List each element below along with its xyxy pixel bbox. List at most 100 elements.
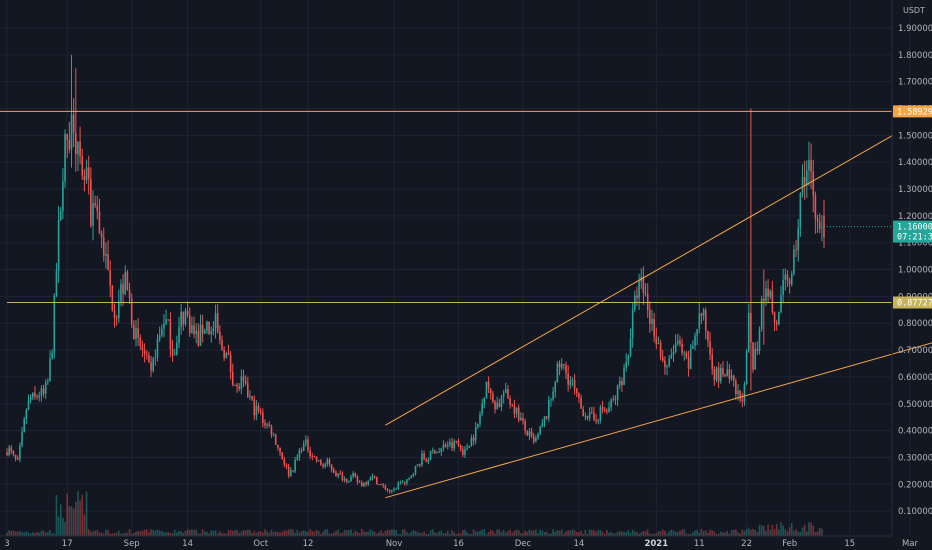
countdown-label: 07:21:38 bbox=[897, 233, 932, 243]
volume-bar bbox=[440, 530, 443, 536]
volume-bar bbox=[502, 529, 505, 536]
volume-bar bbox=[778, 529, 780, 536]
candle-body bbox=[363, 482, 365, 486]
volume-bar bbox=[72, 508, 75, 536]
candle-body bbox=[47, 380, 49, 383]
price-axis[interactable]: USDT 1.900000001.800000001.700000001.600… bbox=[891, 0, 932, 536]
candle-body bbox=[70, 114, 73, 150]
volume-bar bbox=[107, 530, 109, 536]
candle-body bbox=[249, 396, 251, 397]
volume-bar bbox=[681, 529, 683, 536]
candle-body bbox=[322, 464, 324, 467]
volume-bar bbox=[62, 517, 64, 536]
y-tick-label: 1.40000000 bbox=[898, 158, 932, 168]
volume-bar bbox=[545, 531, 548, 536]
candle-body bbox=[81, 156, 84, 176]
candle-body bbox=[309, 450, 311, 457]
volume-bar bbox=[49, 529, 51, 536]
candle-body bbox=[369, 478, 372, 481]
volume-bar bbox=[481, 529, 483, 536]
candle-body bbox=[758, 328, 761, 351]
volume-bar bbox=[582, 533, 584, 536]
candle-body bbox=[214, 313, 217, 329]
volume-bar bbox=[199, 533, 202, 536]
volume-bar bbox=[363, 531, 365, 536]
trend-line[interactable] bbox=[385, 134, 894, 426]
volume-bar bbox=[573, 530, 576, 536]
candle-body bbox=[44, 382, 47, 394]
candle-body bbox=[94, 203, 96, 206]
trend-line[interactable] bbox=[385, 339, 932, 499]
volume-bar bbox=[593, 529, 595, 536]
volume-bar bbox=[105, 529, 107, 536]
level-lines[interactable] bbox=[0, 110, 892, 303]
candle-body bbox=[599, 407, 602, 421]
candle-body bbox=[722, 367, 724, 375]
candle-body bbox=[23, 418, 25, 432]
candle-body bbox=[681, 344, 683, 354]
volume-bar bbox=[550, 533, 552, 536]
volume-bar bbox=[500, 532, 503, 536]
candle-body bbox=[236, 384, 238, 387]
x-tick-label: 17 bbox=[62, 539, 73, 549]
candle-body bbox=[556, 363, 559, 383]
candle-body bbox=[53, 295, 56, 353]
level-price-label: 0.87727054 bbox=[897, 298, 932, 308]
candle-body bbox=[672, 352, 675, 355]
volume-bar bbox=[414, 531, 417, 536]
candle-body bbox=[449, 442, 451, 445]
volume-bar bbox=[397, 533, 400, 536]
volume-bar bbox=[767, 524, 769, 536]
candle-body bbox=[343, 478, 346, 481]
candle-body bbox=[440, 448, 443, 452]
volume-bar bbox=[474, 531, 477, 536]
candle-body bbox=[754, 349, 756, 370]
volume-bar bbox=[391, 529, 393, 536]
volume-bar bbox=[689, 533, 692, 536]
candle-body bbox=[760, 298, 763, 329]
volume-bar bbox=[489, 529, 492, 536]
candle-body bbox=[621, 380, 623, 385]
volume-bar bbox=[339, 533, 342, 536]
volume-bar bbox=[597, 530, 600, 536]
trend-lines[interactable] bbox=[385, 134, 932, 499]
candle-body bbox=[507, 389, 509, 399]
volume-bar bbox=[234, 530, 236, 536]
volume-bar bbox=[795, 529, 797, 536]
volume-bar bbox=[356, 531, 359, 536]
volume-bar bbox=[462, 529, 464, 536]
candle-body bbox=[367, 480, 369, 485]
volume-bar bbox=[242, 530, 245, 536]
volume-bar bbox=[806, 531, 808, 536]
volume-bar bbox=[732, 529, 735, 536]
volume-bar bbox=[453, 532, 455, 536]
volume-bar bbox=[790, 523, 793, 536]
candle-body bbox=[339, 473, 342, 475]
volume-bar bbox=[492, 530, 494, 536]
volume-bar bbox=[464, 529, 466, 536]
volume-bar bbox=[274, 531, 277, 536]
candle-body bbox=[165, 319, 167, 324]
volume-bar bbox=[668, 531, 670, 536]
candle-body bbox=[472, 437, 475, 441]
candle-body bbox=[550, 399, 552, 401]
volume-bar bbox=[412, 529, 415, 536]
volume-bar bbox=[126, 532, 129, 536]
candle-body bbox=[141, 346, 144, 351]
candle-body bbox=[376, 476, 378, 485]
volume-bar bbox=[294, 532, 296, 536]
time-axis[interactable]: 317Sep14Oct12Nov16Dec1420211122Feb15Mar1… bbox=[0, 535, 932, 549]
candle-body bbox=[500, 396, 503, 408]
candle-body bbox=[320, 460, 322, 465]
candle-body bbox=[808, 160, 810, 171]
volume-bar bbox=[808, 522, 810, 536]
candle-body bbox=[623, 367, 625, 385]
candle-body bbox=[412, 474, 415, 477]
candle-body bbox=[446, 444, 449, 447]
volume-bar bbox=[378, 532, 380, 536]
volume-bar bbox=[92, 531, 94, 536]
volume-bar bbox=[178, 531, 180, 536]
volume-bar bbox=[784, 529, 787, 536]
volume-bar bbox=[313, 531, 316, 536]
